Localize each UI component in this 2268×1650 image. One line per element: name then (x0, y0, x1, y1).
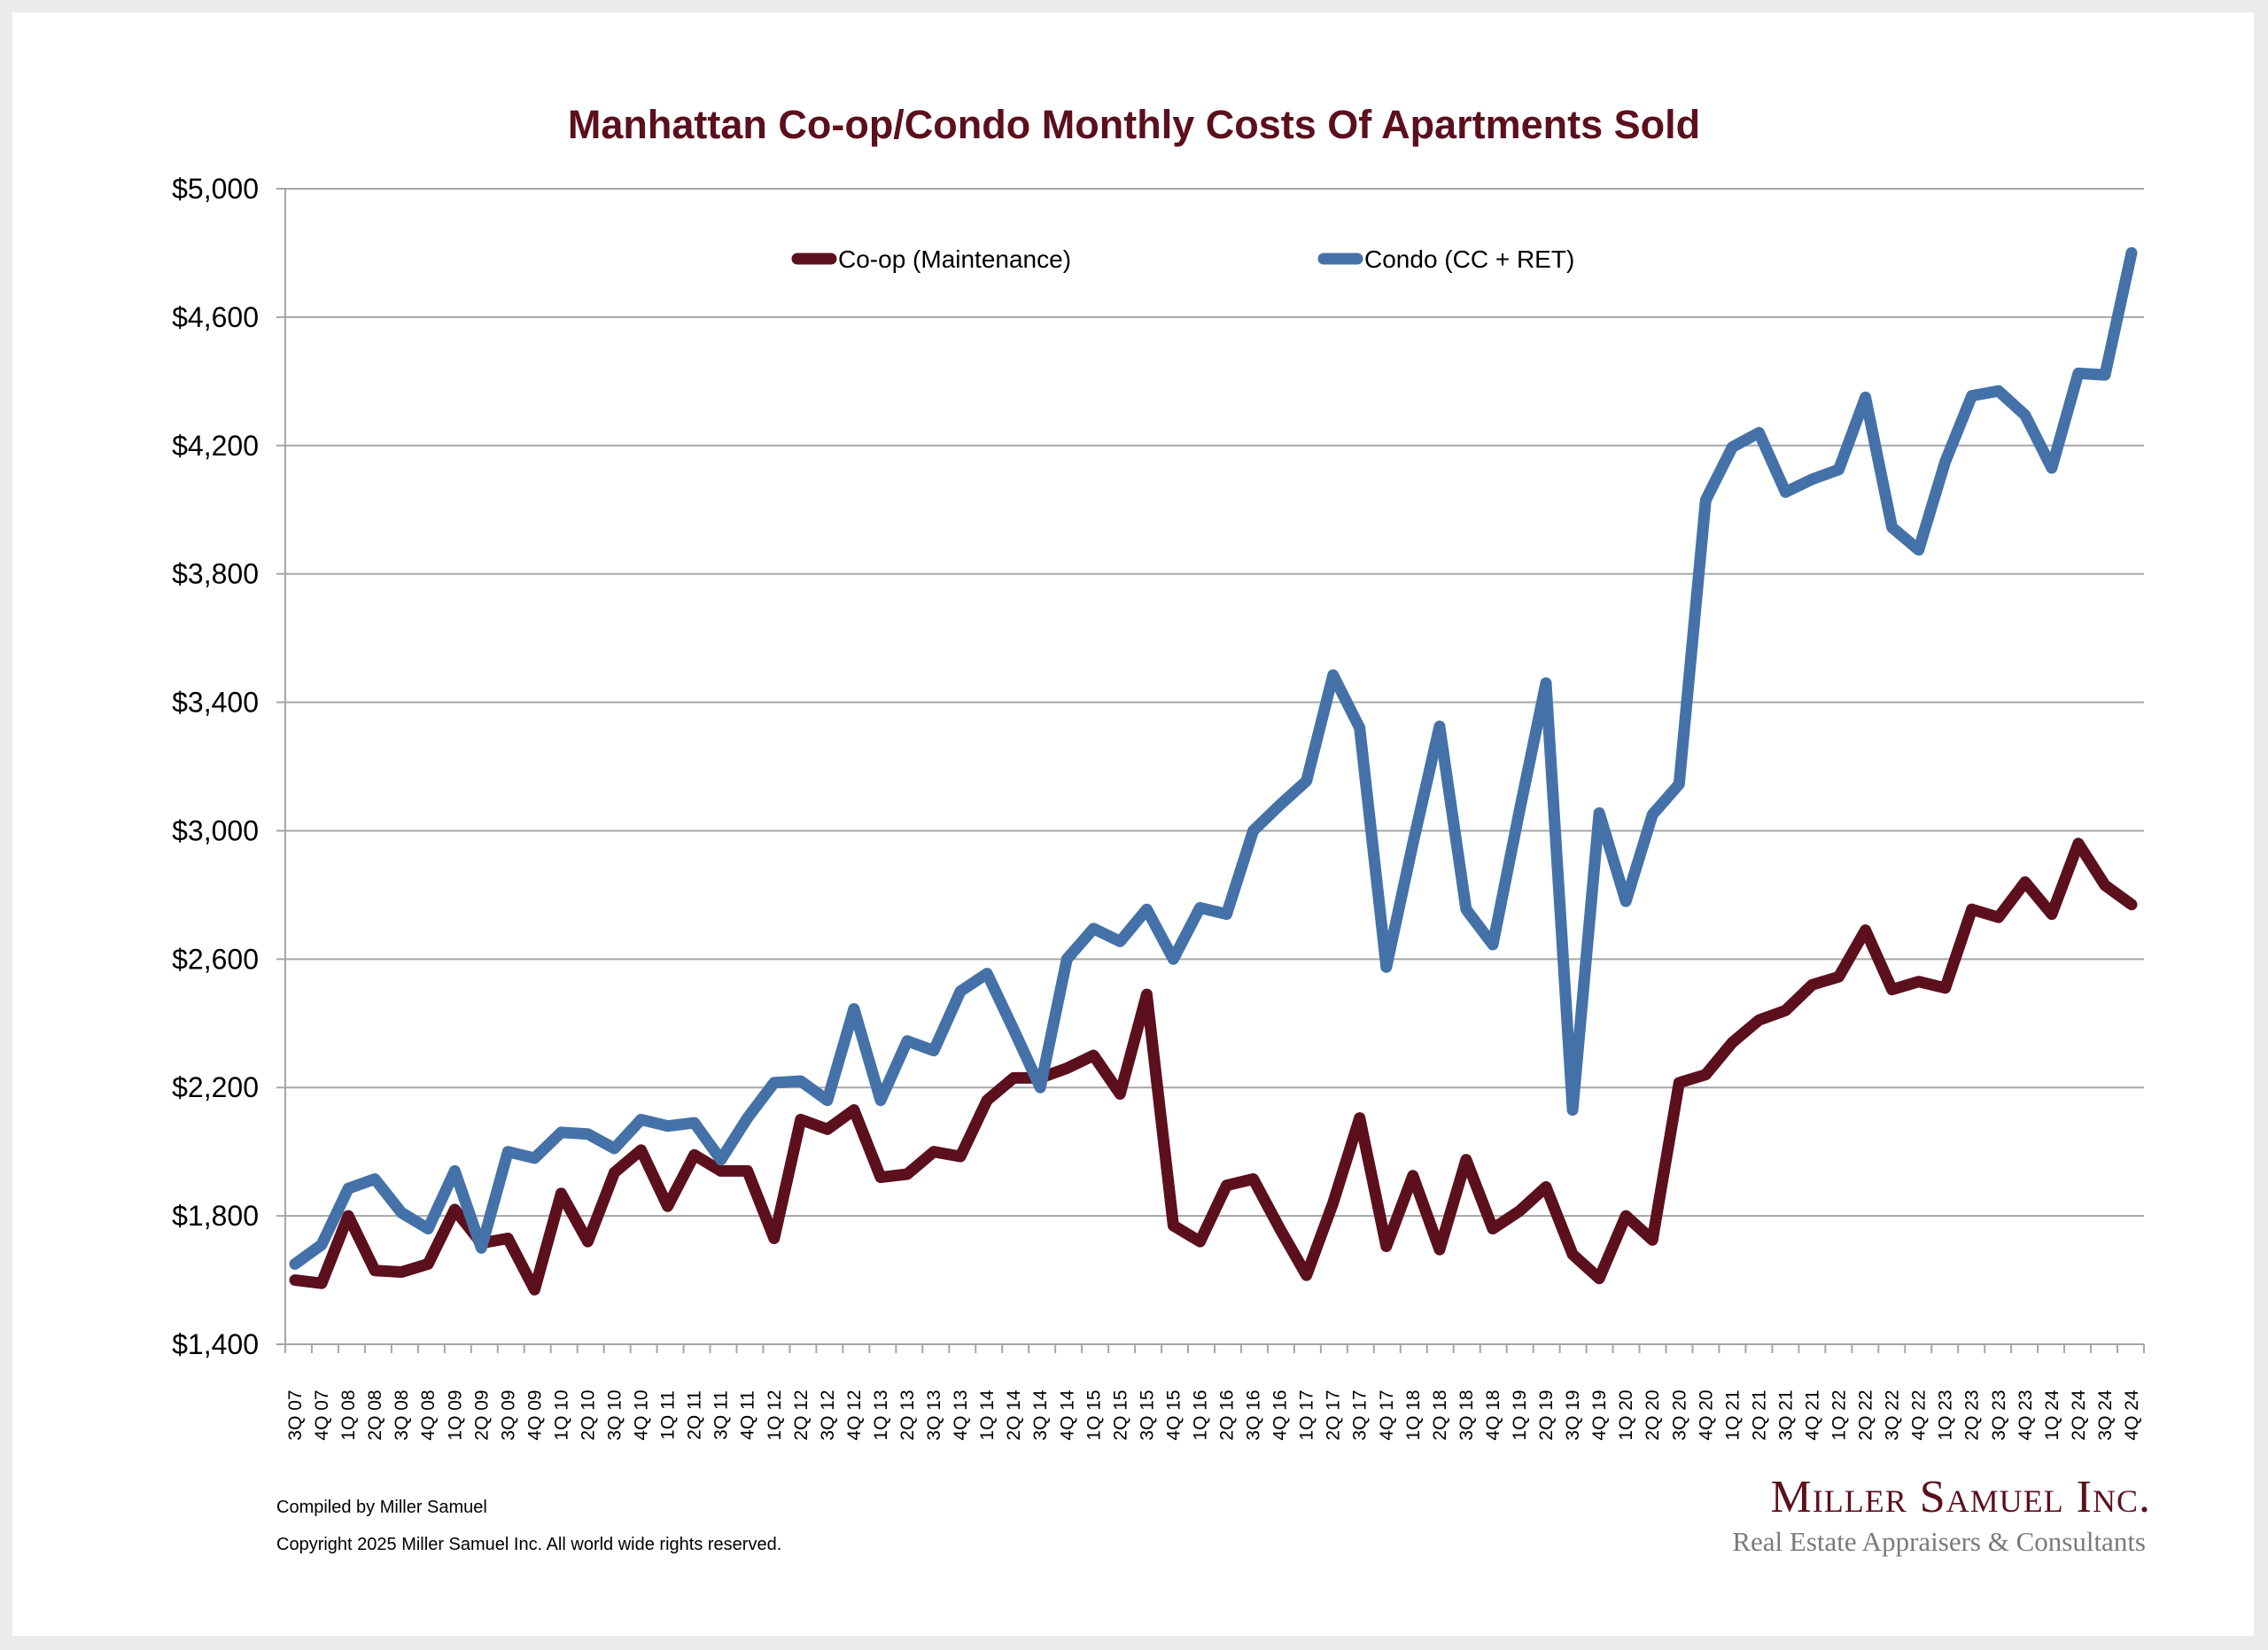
x-tick-label: 3Q 10 (605, 1389, 625, 1440)
x-tick-label: 2Q 20 (1643, 1389, 1663, 1440)
x-tick-label: 1Q 13 (871, 1389, 891, 1440)
x-tick-label: 4Q 17 (1377, 1389, 1397, 1440)
x-tick-label: 1Q 23 (1936, 1389, 1956, 1440)
copyright-note: Copyright 2025 Miller Samuel Inc. All wo… (276, 1535, 782, 1554)
y-tick-label: $3,000 (172, 814, 259, 846)
x-tick-label: 3Q 19 (1563, 1389, 1583, 1440)
x-tick-label: 1Q 14 (977, 1389, 998, 1441)
x-tick-label: 4Q 08 (418, 1389, 439, 1440)
x-tick-label: 2Q 22 (1856, 1389, 1876, 1440)
y-tick-label: $1,400 (172, 1328, 259, 1360)
legend-label: Co-op (Maintenance) (838, 245, 1071, 273)
x-tick-label: 2Q 11 (685, 1390, 705, 1440)
x-tick-label: 4Q 13 (951, 1389, 971, 1440)
x-tick-label: 1Q 21 (1722, 1389, 1743, 1440)
gridlines (276, 188, 2144, 1345)
company-logo: Miller Samuel Inc. (1770, 1472, 2151, 1522)
series-lines (289, 246, 2138, 1296)
x-tick-label: 4Q 09 (524, 1389, 545, 1440)
x-axis: 3Q 07 4Q 07 1Q 08 2Q 08 3Q 08 4Q 08 1Q 09 2Q 09… (284, 1344, 2145, 1441)
x-tick-label: 3Q 14 (1030, 1389, 1051, 1441)
x-tick-label: 2Q 19 (1536, 1389, 1557, 1440)
x-tick-label: 1Q 15 (1084, 1389, 1104, 1440)
x-tick-label: 3Q 21 (1775, 1389, 1796, 1440)
y-tick-label: $5,000 (172, 173, 259, 205)
x-tick-label: 2Q 13 (897, 1389, 918, 1440)
x-tick-label: 3Q 13 (924, 1389, 944, 1440)
y-tick-label: $4,200 (172, 430, 259, 462)
y-axis: $1,400 $1,800 $2,200 $2,600 $3,000 $3,400 $3,8… (172, 173, 286, 1360)
x-tick-label: 4Q 18 (1483, 1389, 1503, 1440)
x-tick-label: 2Q 10 (578, 1389, 598, 1440)
y-tick-label: $2,600 (172, 943, 259, 975)
x-tick-label: 3Q 20 (1669, 1389, 1689, 1440)
y-tick-label: $2,200 (172, 1071, 259, 1103)
x-tick-label: 4Q 11 (738, 1390, 758, 1440)
x-tick-label: 3Q 24 (2095, 1389, 2116, 1441)
x-tick-label: 2Q 17 (1324, 1389, 1344, 1440)
x-tick-label: 3Q 12 (818, 1389, 838, 1440)
x-tick-label: 3Q 08 (392, 1389, 412, 1440)
x-tick-label: 4Q 24 (2122, 1389, 2142, 1441)
x-tick-label: 4Q 07 (312, 1389, 332, 1440)
x-tick-label: 1Q 22 (1829, 1389, 1850, 1440)
x-tick-label: 3Q 15 (1137, 1389, 1157, 1440)
x-tick-label: 1Q 10 (551, 1389, 571, 1440)
x-tick-label: 2Q 23 (1962, 1389, 1983, 1440)
x-tick-label: 4Q 12 (844, 1389, 865, 1440)
x-tick-label: 3Q 17 (1350, 1389, 1371, 1440)
x-tick-label: 2Q 08 (365, 1389, 385, 1440)
x-tick-label: 1Q 19 (1510, 1389, 1530, 1440)
x-tick-label: 4Q 10 (632, 1389, 652, 1440)
x-tick-label: 3Q 07 (285, 1389, 306, 1440)
x-tick-label: 2Q 21 (1749, 1389, 1769, 1440)
x-tick-label: 3Q 11 (711, 1390, 732, 1440)
x-tick-label: 2Q 15 (1110, 1389, 1130, 1440)
x-tick-label: 1Q 20 (1616, 1389, 1636, 1440)
x-tick-label: 4Q 15 (1163, 1389, 1184, 1440)
x-tick-label: 2Q 18 (1430, 1389, 1450, 1440)
x-tick-label: 3Q 09 (498, 1389, 518, 1440)
x-tick-label: 4Q 20 (1696, 1389, 1716, 1440)
x-tick-label: 2Q 12 (791, 1389, 812, 1440)
x-tick-label: 1Q 11 (658, 1390, 679, 1440)
x-tick-label: 1Q 09 (445, 1389, 465, 1440)
x-tick-label: 3Q 22 (1883, 1389, 1903, 1440)
x-tick-label: 4Q 23 (2016, 1389, 2036, 1440)
y-tick-label: $3,400 (172, 687, 259, 719)
x-tick-label: 2Q 16 (1217, 1389, 1238, 1440)
x-tick-label: 1Q 16 (1190, 1389, 1210, 1440)
x-tick-label: 4Q 22 (1909, 1389, 1930, 1440)
x-tick-label: 1Q 08 (338, 1389, 359, 1440)
x-tick-label: 2Q 14 (1004, 1389, 1024, 1441)
x-tick-label: 1Q 24 (2042, 1389, 2062, 1441)
x-tick-label: 3Q 18 (1456, 1389, 1477, 1440)
x-tick-label: 4Q 16 (1270, 1389, 1291, 1440)
company-tagline: Real Estate Appraisers & Consultants (1732, 1526, 2146, 1557)
x-tick-label: 4Q 14 (1057, 1389, 1077, 1441)
y-tick-label: $3,800 (172, 558, 259, 590)
x-tick-label: 4Q 21 (1802, 1389, 1822, 1440)
chart-frame (12, 12, 2254, 1636)
y-tick-label: $1,800 (172, 1200, 259, 1232)
compiled-note: Compiled by Miller Samuel (276, 1498, 487, 1517)
series-line-condo (289, 246, 2138, 1270)
chart-title: Manhattan Co-op/Condo Monthly Costs Of A… (567, 102, 1701, 147)
legend: Co-op (Maintenance) Condo (CC + RET) (791, 245, 1574, 273)
y-tick-label: $4,600 (172, 301, 259, 333)
x-tick-label: 1Q 17 (1297, 1389, 1317, 1440)
x-tick-label: 3Q 16 (1244, 1389, 1264, 1440)
legend-label: Condo (CC + RET) (1364, 245, 1574, 273)
x-tick-label: 2Q 24 (2069, 1389, 2089, 1441)
x-tick-label: 1Q 12 (765, 1389, 785, 1440)
series-line-coop (289, 837, 2138, 1296)
x-tick-label: 2Q 09 (471, 1389, 492, 1440)
x-tick-label: 4Q 19 (1589, 1389, 1610, 1440)
x-tick-label: 3Q 23 (1989, 1389, 2009, 1440)
x-tick-label: 1Q 18 (1403, 1389, 1424, 1440)
